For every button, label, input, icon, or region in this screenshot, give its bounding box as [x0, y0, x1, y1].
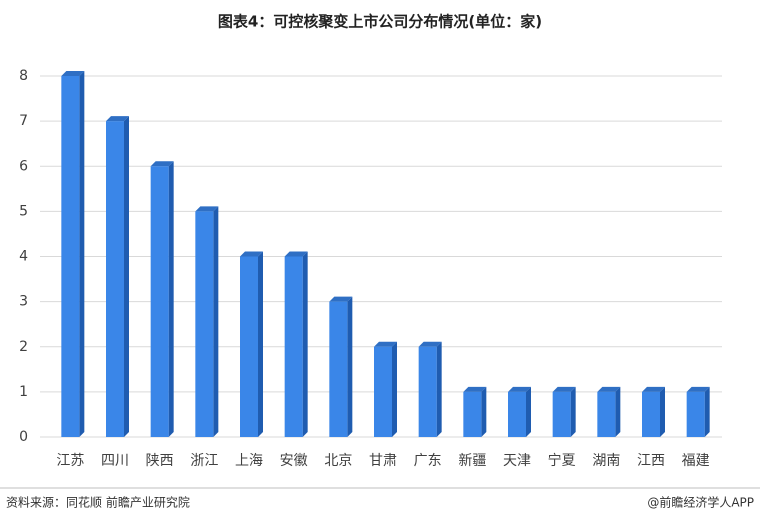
bar-top — [61, 71, 85, 76]
bar-top — [508, 386, 531, 392]
bar-side — [347, 296, 353, 437]
y-tick-label: 4 — [19, 249, 28, 265]
x-tick-label: 天津 — [503, 453, 531, 469]
bar — [642, 391, 660, 437]
x-tick-label: 宁夏 — [548, 452, 576, 469]
y-tick-label: 7 — [19, 113, 28, 129]
bar-top — [642, 386, 665, 392]
y-tick-label: 2 — [19, 339, 28, 355]
bar-side — [124, 116, 129, 437]
x-tick-label: 四川 — [101, 453, 129, 469]
x-tick-label: 湖南 — [592, 453, 620, 469]
x-tick-label: 陕西 — [146, 453, 174, 469]
y-tick-label: 1 — [19, 384, 28, 400]
bar-side — [213, 206, 219, 437]
bar-top — [463, 386, 487, 392]
x-tick-label: 广东 — [414, 453, 442, 469]
x-tick-label: 上海 — [235, 453, 263, 469]
bar-top — [195, 206, 219, 212]
y-tick-label: 0 — [19, 429, 28, 445]
x-tick-label: 安徽 — [280, 453, 308, 469]
source: 资料来源：同花顺 前瞻产业研究院 — [6, 495, 190, 510]
bar-side — [258, 251, 263, 437]
bar — [552, 391, 571, 437]
x-tick-label: 新疆 — [458, 453, 486, 469]
bar-side — [168, 161, 174, 437]
bar — [463, 391, 482, 437]
bar-side — [660, 386, 665, 437]
bar-side — [392, 341, 397, 437]
x-tick-label: 北京 — [324, 453, 352, 469]
bar — [150, 166, 169, 437]
bar-top — [597, 386, 621, 392]
bar — [61, 76, 80, 437]
bar-side — [526, 386, 531, 437]
bar-top — [284, 251, 308, 257]
bar-top — [552, 386, 576, 392]
bar-top — [329, 296, 353, 302]
x-tick-label: 浙江 — [190, 453, 218, 469]
x-tick-label: 江西 — [637, 453, 665, 469]
bar-side — [436, 341, 442, 437]
bar — [329, 301, 348, 437]
chart-title: 图表4：可控核聚变上市公司分布情况(单位：家) — [218, 13, 542, 31]
bar — [686, 391, 705, 437]
bar — [106, 121, 124, 437]
bar — [597, 391, 616, 437]
bar — [195, 211, 214, 437]
bar-side — [615, 386, 621, 437]
x-tick-label: 福建 — [682, 453, 710, 469]
bar-top — [418, 341, 442, 347]
x-tick-label: 江苏 — [56, 453, 84, 469]
credit: @前瞻经济学人APP — [647, 495, 754, 510]
y-tick-label: 8 — [19, 68, 28, 84]
bar-top — [240, 251, 263, 257]
bar — [418, 346, 437, 437]
bar-side — [481, 386, 487, 437]
bar-top — [150, 161, 174, 167]
bar-top — [374, 341, 397, 347]
bar-side — [704, 386, 710, 437]
y-tick-label: 5 — [19, 203, 28, 219]
bar-side — [79, 71, 85, 437]
bar — [240, 256, 258, 437]
bar-side — [302, 251, 308, 437]
x-tick-label: 甘肃 — [369, 453, 397, 469]
bar-top — [106, 116, 129, 122]
bar — [284, 256, 303, 437]
bar — [374, 346, 392, 437]
y-tick-label: 3 — [19, 294, 28, 310]
bar-top — [686, 386, 710, 392]
y-tick-label: 6 — [19, 158, 28, 174]
bar-side — [570, 386, 576, 437]
bar — [508, 391, 526, 437]
